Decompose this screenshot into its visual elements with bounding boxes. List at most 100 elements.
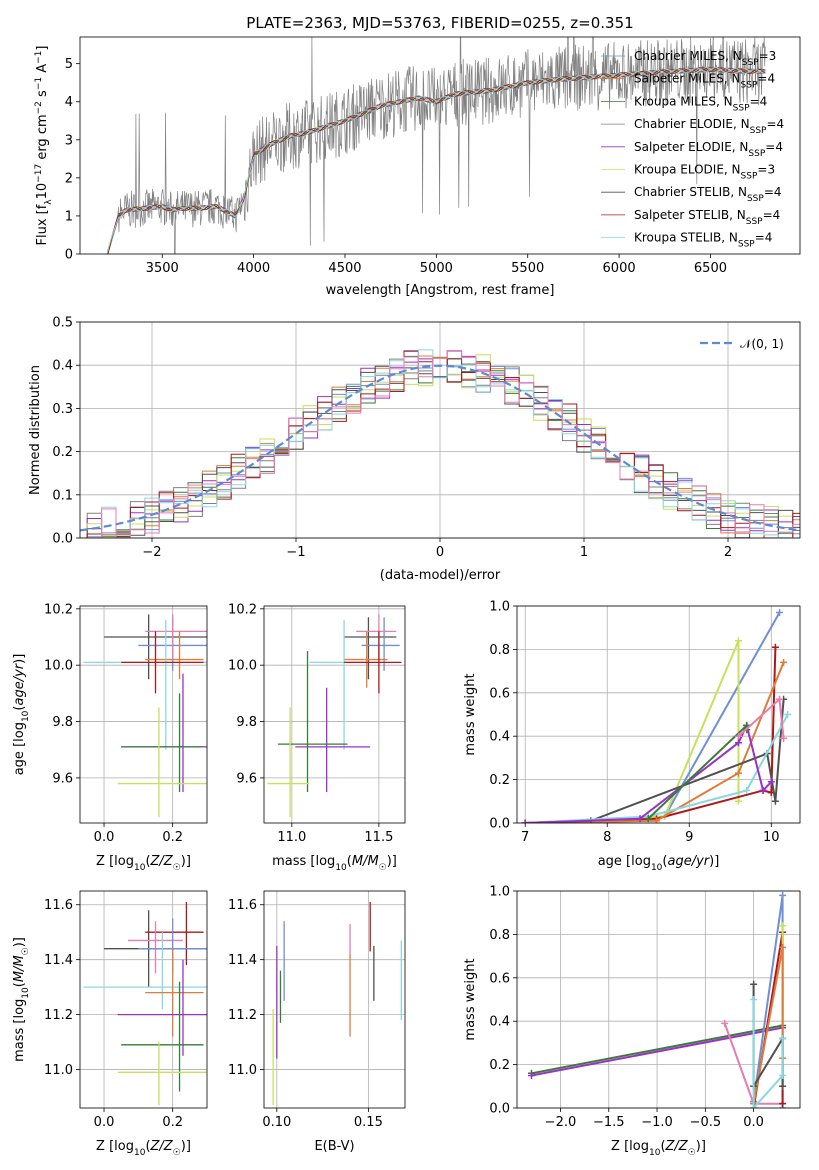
model-spectrum-line bbox=[107, 67, 766, 254]
label-part: −2 bbox=[34, 101, 44, 114]
x-tick-label: 6000 bbox=[603, 261, 636, 276]
x-tick-label: −2 bbox=[142, 545, 161, 560]
weight-point-marker bbox=[734, 732, 742, 740]
y-tick-label: 9.8 bbox=[236, 715, 257, 730]
label-part: ( bbox=[347, 854, 352, 869]
legend-entry: 𝒩(0, 1) bbox=[740, 337, 784, 351]
weight-point-marker bbox=[779, 891, 787, 899]
label-part: SSP bbox=[738, 240, 755, 250]
label-part: =4 bbox=[763, 208, 781, 222]
label-part: SSP bbox=[747, 194, 764, 204]
label-part: 10 bbox=[21, 710, 31, 722]
weight-point-marker bbox=[771, 643, 779, 651]
weight-point-marker bbox=[775, 609, 783, 617]
y-axis-label: Normed distribution bbox=[28, 365, 43, 495]
weight-point-marker bbox=[779, 1071, 787, 1079]
label-part: M/M bbox=[12, 955, 27, 982]
residuals-panel: −2 −1 0 1 2 0.0 0.1 0.2 0.3 0.4 0.5 (data-model)/er… bbox=[28, 316, 801, 583]
weight-point-marker bbox=[759, 786, 767, 794]
weight-point-marker bbox=[771, 797, 779, 805]
x-tick-label: 0.0 bbox=[94, 830, 115, 845]
label-part: SSP bbox=[748, 149, 765, 159]
label-part: SSP bbox=[741, 81, 758, 91]
errorbar-group bbox=[272, 901, 402, 1106]
y-tick-label: 0.1 bbox=[52, 488, 73, 503]
y-tick-label: 11.6 bbox=[228, 898, 257, 913]
label-part: Chabrier STELIB, N bbox=[634, 185, 747, 199]
x-tick-label: 0 bbox=[436, 545, 444, 560]
legend-entry: Salpeter STELIB, NSSP=4 bbox=[634, 208, 780, 227]
label-part: 10 bbox=[35, 183, 50, 200]
x-axis-label: Z [log10(Z/Z☉)] bbox=[96, 854, 191, 873]
label-part: ☉ bbox=[379, 863, 387, 873]
y-axis-label: mass weight bbox=[463, 673, 478, 755]
label-part: −17 bbox=[34, 164, 44, 183]
age-vs-Z-panel: 0.0 0.29.69.810.010.2Z [log10(Z/Z☉)]age [… bbox=[12, 602, 208, 873]
weight-point-marker bbox=[767, 778, 775, 786]
weight-point-marker bbox=[734, 797, 742, 805]
y-tick-label: 11.0 bbox=[228, 1063, 257, 1078]
mass-vs-Z-panel: 0.0 0.211.011.211.411.6Z [log10(Z/Z☉)]mas… bbox=[12, 890, 208, 1158]
age-vs-mass-panel: 11.0 11.5 9.6 9.8 10.0 10.2 mass [log10(M/M☉)] bbox=[228, 602, 406, 873]
label-part: SSP bbox=[733, 103, 750, 113]
y-tick-label: 10.2 bbox=[44, 602, 73, 617]
histogram-group bbox=[80, 349, 800, 538]
axes-frame bbox=[263, 605, 406, 824]
y-tick-label: 11.0 bbox=[44, 1063, 73, 1078]
x-tick-label: 4000 bbox=[237, 261, 270, 276]
legend-entry: Kroupa ELODIE, NSSP=3 bbox=[634, 163, 775, 182]
label-part: SSP bbox=[742, 58, 759, 68]
weight-point-marker bbox=[779, 1100, 787, 1108]
y-tick-label: 1.0 bbox=[489, 600, 510, 615]
x-axis-label: Z [log10(Z/Z☉)] bbox=[96, 1139, 191, 1158]
axes-frame bbox=[79, 36, 801, 255]
spectrum-panel: 3500 4000 4500 5000 5500 6000 6500 0 1 2 3 4 5 wavele… bbox=[34, 36, 801, 298]
y-tick-label: 0.6 bbox=[489, 686, 510, 701]
weight-point-marker bbox=[779, 1035, 787, 1043]
label-part: Salpeter ELODIE, N bbox=[634, 140, 748, 154]
x-tick-label: 11.5 bbox=[364, 830, 393, 845]
label-part: Chabrier MILES, N bbox=[634, 49, 742, 63]
label-part: A bbox=[35, 64, 50, 77]
weight-point-marker bbox=[721, 1019, 729, 1027]
label-part: ☉ bbox=[173, 1148, 181, 1158]
y-tick-label: 1 bbox=[65, 209, 73, 224]
label-part: age/yr bbox=[667, 854, 710, 869]
label-part: )] bbox=[181, 1139, 191, 1154]
legend-entry: Kroupa STELIB, NSSP=4 bbox=[634, 231, 772, 250]
label-part: ( bbox=[145, 854, 150, 869]
weight-point-marker bbox=[775, 695, 783, 703]
y-tick-label: 9.6 bbox=[236, 771, 257, 786]
label-part: SSP bbox=[741, 172, 758, 182]
label-part: Z [log bbox=[96, 1139, 134, 1154]
weight-point-marker bbox=[644, 815, 652, 823]
x-tick-label: 0.0 bbox=[743, 1115, 764, 1130]
label-part: Kroupa STELIB, N bbox=[634, 231, 738, 245]
weight-point-marker bbox=[780, 658, 788, 666]
label-part: )] bbox=[696, 1139, 706, 1154]
weight-vs-Z-panel: −2.0 −1.5 −1.0 −0.5 0.0 0.0 0.2 0.4 0.6 0.8 1.0 Z [… bbox=[463, 885, 801, 1158]
y-tick-label: 0.2 bbox=[489, 773, 510, 788]
x-axis-label: age [log10(age/yr)] bbox=[598, 854, 720, 873]
label-part: Z/Z bbox=[150, 1139, 174, 1154]
axes-frame bbox=[79, 321, 801, 539]
label-part: Z/Z bbox=[150, 854, 174, 869]
label-part: =4 bbox=[757, 72, 775, 86]
x-tick-label: −1 bbox=[286, 545, 305, 560]
label-part: )] bbox=[181, 854, 191, 869]
weight-series-line bbox=[531, 1026, 783, 1077]
weight-point-marker bbox=[527, 1071, 535, 1079]
y-tick-label: 11.4 bbox=[44, 953, 73, 968]
y-tick-label: 0.8 bbox=[489, 643, 510, 658]
weight-series-line bbox=[525, 722, 773, 823]
label-part: )] bbox=[709, 854, 719, 869]
legend-entry: Chabrier ELODIE, NSSP=4 bbox=[634, 117, 784, 136]
x-tick-label: 5500 bbox=[511, 261, 544, 276]
x-axis-label: (data-model)/error bbox=[380, 568, 501, 583]
x-tick-label: 4500 bbox=[328, 261, 361, 276]
x-tick-label: 3500 bbox=[146, 261, 179, 276]
label-part: 10 bbox=[134, 1148, 146, 1158]
x-tick-label: 10 bbox=[763, 830, 780, 845]
weight-point-marker bbox=[779, 1082, 787, 1090]
axes-frame bbox=[79, 605, 208, 824]
